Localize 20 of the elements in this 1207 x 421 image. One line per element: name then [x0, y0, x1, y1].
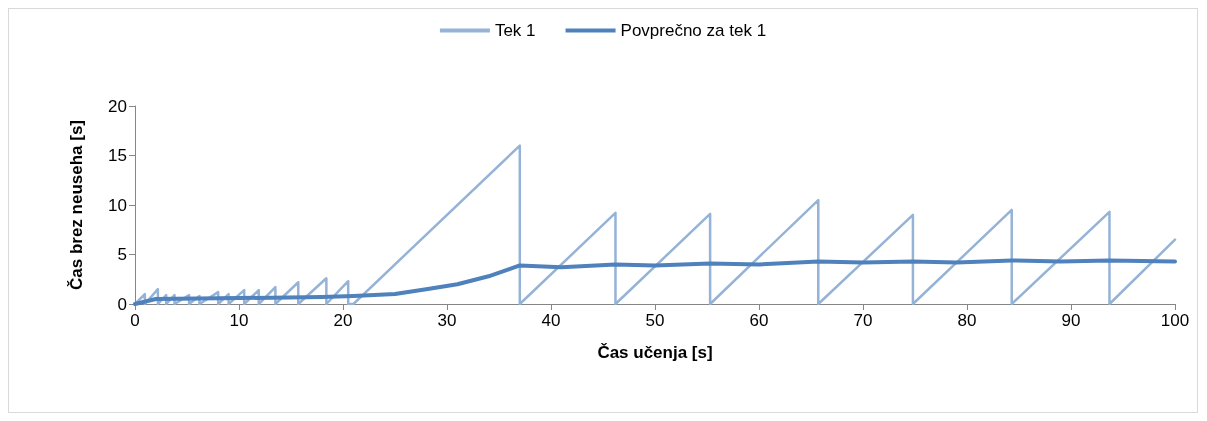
x-tick-label: 40: [541, 311, 561, 330]
y-tick-label: 20: [108, 96, 127, 116]
x-tick-label: 100: [1160, 311, 1190, 330]
x-tick-label: 60: [749, 311, 769, 330]
legend-label: Tek 1: [494, 21, 536, 40]
y-tick-label: 0: [117, 294, 127, 314]
x-tick-label: 70: [853, 311, 873, 330]
y-tick-label: 5: [117, 245, 127, 264]
x-tick-label: 10: [229, 311, 249, 330]
x-tick-label: 80: [957, 311, 977, 330]
x-tick-label: 50: [645, 311, 665, 330]
legend-label: Povprečno za tek 1: [620, 21, 767, 40]
x-tick-label: 90: [1061, 311, 1081, 330]
y-axis-title: Čas brez neuseha [s]: [67, 119, 86, 291]
y-tick-label: 10: [108, 195, 127, 215]
y-tick-label: 15: [108, 146, 127, 165]
x-tick-label: 20: [333, 311, 353, 330]
x-tick-label: 30: [437, 311, 457, 330]
x-axis-title: Čas učenja [s]: [597, 343, 713, 362]
x-tick-label: 0: [130, 311, 140, 330]
